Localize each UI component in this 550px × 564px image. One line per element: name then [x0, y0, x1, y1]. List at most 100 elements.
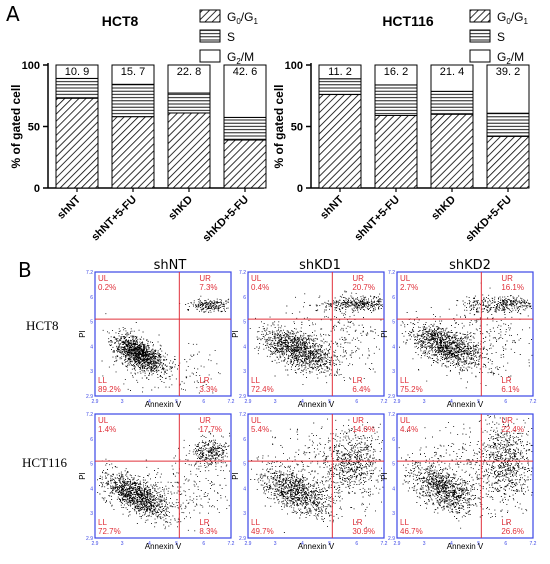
bar-segment	[430, 113, 474, 189]
x-tick-label: 6	[355, 399, 358, 405]
quadrant-label: LR 30.9%	[352, 518, 375, 536]
quadrant-label: LL 72.7%	[98, 518, 121, 536]
y-tick-label: 5	[243, 462, 246, 468]
x-tick-label: 4	[301, 541, 304, 547]
y-tick-label: 4	[243, 344, 246, 350]
x-tick-label: 5	[175, 541, 178, 547]
x-tick-label: 4	[450, 541, 453, 547]
y-tick-label: 3	[392, 369, 395, 375]
x-axis-label: Annexin V	[447, 400, 484, 409]
bar-segment	[318, 64, 362, 80]
flow-events	[249, 290, 383, 386]
flow-plot-frame	[247, 413, 385, 539]
x-tick-label: 5	[328, 541, 331, 547]
bar-segment	[55, 64, 99, 79]
bar-segment	[374, 114, 418, 189]
y-tick-label: 3	[243, 511, 246, 517]
x-tick-label: shNT	[55, 193, 83, 221]
x-tick-label: 6	[202, 399, 205, 405]
quadrant-label: UL 0.2%	[98, 274, 116, 292]
y-tick-label: 2.9	[86, 536, 93, 542]
y-tick-label: 7.2	[388, 270, 395, 276]
y-tick-label: 2.9	[239, 536, 246, 542]
bar-segment	[55, 97, 99, 189]
y-tick-label: 5	[90, 462, 93, 468]
bar-segment	[430, 64, 474, 92]
bar-data-label: 42. 6	[233, 66, 257, 78]
quadrant-label: UR 20.7%	[352, 274, 375, 292]
bar-segment	[55, 77, 99, 99]
bar-segment	[223, 64, 267, 118]
y-axis-label: % of gated cell	[272, 84, 286, 168]
y-tick-label: 2.9	[239, 394, 246, 400]
flow-events	[97, 428, 231, 532]
y-tick-label: 3	[90, 369, 93, 375]
x-axis-label: Annexin V	[298, 400, 335, 409]
x-tick-label: 2.9	[394, 541, 401, 547]
legend-swatch	[199, 9, 221, 23]
x-tick-label: shKD	[429, 194, 458, 223]
x-tick-label: 2.9	[245, 541, 252, 547]
legend-swatch	[199, 49, 221, 63]
bar-segment	[486, 64, 530, 114]
quadrant-label: LR 6.4%	[352, 376, 370, 394]
flow-plot-frame	[94, 271, 232, 397]
y-tick-label: 4	[392, 344, 395, 350]
x-tick-label: shNT+5-FU	[89, 194, 139, 244]
bar-segment	[111, 64, 155, 85]
bar-segment	[318, 78, 362, 96]
flow-events	[399, 282, 533, 389]
flow-plot: UL 5.4% UR 14.0% LL 49.7% LR 30.9% 2.9 3 4 5 6 7.2 2.9…	[231, 412, 388, 551]
y-axis-label: PI	[78, 330, 87, 338]
bar-data-label: 39. 2	[496, 66, 520, 78]
x-tick-label: 6	[504, 399, 507, 405]
y-axis-label: PI	[380, 330, 389, 338]
chart-title: HCT8	[102, 13, 139, 29]
y-tick-label: 4	[243, 486, 246, 492]
flow-plot: UL 1.4% UR 17.7% LL 72.7% LR 8.3% 2.9 3 4 5 6 7.2 2.9 3…	[78, 412, 235, 551]
y-axis-label: PI	[380, 472, 389, 480]
x-tick-label: 5	[328, 399, 331, 405]
flow-plot-frame	[247, 271, 385, 397]
flow-plot: UL 2.7%UR 16.1%LL 75.2%LR 6.1%2.9 3 4 5 6 7.22.93…	[380, 270, 537, 409]
legend-swatch	[469, 49, 491, 63]
bar-segment	[167, 112, 211, 189]
quadrant-label: LR 26.6%	[501, 518, 524, 536]
legend-label: S	[497, 30, 505, 44]
flow-plot: UL 0.4% UR 20.7% LL 72.4% LR 6.4% 2.9 3 4 5 6 7.2 2.9 3…	[231, 270, 388, 409]
y-tick-label: 6	[90, 295, 93, 301]
x-tick-label: 3	[423, 541, 426, 547]
bar-data-label: 21. 4	[440, 66, 464, 78]
flow-plot-frame	[396, 271, 534, 397]
y-tick-label: 3	[90, 511, 93, 517]
quadrant-label: UR 7.3%	[199, 274, 217, 292]
quadrant-label: UL 4.4%	[400, 416, 418, 434]
bar-segment	[430, 90, 474, 115]
legend-swatch	[469, 9, 491, 23]
y-tick-label: 100	[285, 60, 303, 72]
quadrant-label: LR 3.3%	[199, 376, 217, 394]
x-axis-label: Annexin V	[145, 400, 182, 409]
legend-label: G2/M	[227, 50, 254, 66]
y-tick-label: 3	[243, 369, 246, 375]
quadrant-label: UR 22.4%	[501, 416, 524, 434]
quadrant-label: UR 16.1%	[501, 274, 524, 292]
y-tick-label: 50	[291, 122, 303, 134]
y-tick-label: 7.2	[239, 412, 246, 418]
x-tick-label: 4	[301, 399, 304, 405]
flow-plot: UL 4.4%UR 22.4%LL 46.7%LR 26.6%2.9 3 4 5 6 7.22.9…	[380, 412, 537, 551]
y-tick-label: 4	[90, 486, 93, 492]
legend-label: S	[227, 30, 235, 44]
flow-events	[398, 415, 533, 529]
x-tick-label: shKD+5-FU	[463, 194, 514, 245]
quadrant-label: LL 75.2%	[400, 376, 423, 394]
bar-data-label: 10. 9	[65, 66, 89, 78]
x-axis-label: Annexin V	[298, 542, 335, 551]
legend-label: G2/M	[497, 50, 524, 66]
x-tick-label: 5	[477, 541, 480, 547]
quadrant-label: LL 72.4%	[251, 376, 274, 394]
flow-column-label: shNT	[153, 258, 187, 273]
y-tick-label: 7.2	[388, 412, 395, 418]
x-tick-label: 7.2	[228, 541, 235, 547]
x-axis-label: Annexin V	[145, 542, 182, 551]
